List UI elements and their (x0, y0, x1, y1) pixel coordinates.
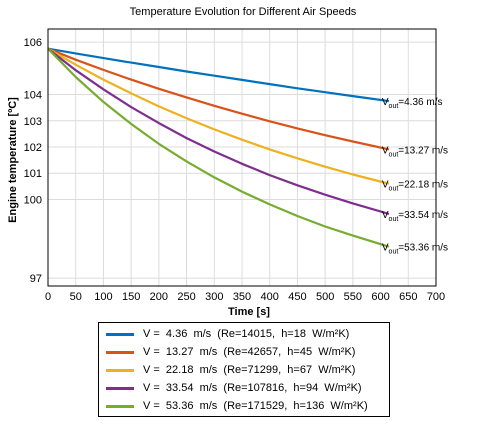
end-label-value: =4.36 m/s (398, 97, 442, 108)
x-axis-label: Time [s] (228, 306, 270, 318)
x-tick-label: 250 (177, 291, 195, 303)
legend-item: V = 53.36 m/s (Re=171529, h=136 W/m²K) (99, 397, 389, 415)
end-label-subscript: out (389, 249, 399, 256)
series-end-label: Vout=53.36 m/s (382, 243, 448, 256)
end-label-value: =53.36 m/s (398, 243, 448, 254)
y-tick-label: 103 (24, 116, 42, 128)
x-tick-label: 550 (344, 291, 362, 303)
y-tick-label: 104 (24, 90, 42, 102)
x-tick-label: 600 (371, 291, 389, 303)
x-tick-label: 100 (94, 291, 112, 303)
y-axis: 106 104 103 102 101 100 97 (24, 37, 42, 285)
plot-area (47, 28, 437, 287)
legend-item: V = 4.36 m/s (Re=14015, h=18 W/m²K) (99, 325, 389, 343)
end-label-subscript: out (389, 216, 399, 223)
x-tick-label: 350 (233, 291, 251, 303)
y-tick-label: 106 (24, 37, 42, 49)
legend-swatch (106, 368, 134, 372)
y-tick-label: 97 (30, 273, 42, 285)
end-label-prefix: V (382, 145, 389, 156)
end-label-value: =13.27 m/s (398, 145, 448, 156)
x-tick-label: 400 (261, 291, 279, 303)
line-chart: Temperature Evolution for Different Air … (7, 6, 448, 318)
series-end-label: Vout=13.27 m/s (382, 145, 448, 158)
series-line (47, 47, 390, 185)
end-label-subscript: out (389, 186, 399, 193)
x-tick-label: 0 (45, 291, 51, 303)
y-tick-label: 100 (24, 194, 42, 206)
series-end-label: Vout=4.36 m/s (382, 97, 443, 110)
legend-item: V = 33.54 m/s (Re=107816, h=94 W/m²K) (99, 379, 389, 397)
x-tick-label: 200 (150, 291, 168, 303)
series-line (47, 47, 390, 215)
series-line (47, 47, 390, 151)
legend-label: V = 53.36 m/s (Re=171529, h=136 W/m²K) (143, 400, 368, 412)
series-line (47, 47, 390, 103)
end-label-prefix: V (382, 97, 389, 108)
legend-swatch (106, 332, 134, 336)
legend-label: V = 22.18 m/s (Re=71299, h=67 W/m²K) (143, 364, 356, 376)
legend-label: V = 33.54 m/s (Re=107816, h=94 W/m²K) (143, 382, 362, 394)
series-group (47, 47, 390, 248)
x-tick-label: 500 (316, 291, 334, 303)
series-line (47, 47, 390, 248)
end-label-prefix: V (382, 180, 389, 191)
legend-item: V = 22.18 m/s (Re=71299, h=67 W/m²K) (99, 361, 389, 379)
x-tick-label: 150 (122, 291, 140, 303)
end-label-subscript: out (389, 103, 399, 110)
end-label-prefix: V (382, 243, 389, 254)
x-axis: 0 50 100 150 200 250 300 350 400 450 500 550 600 650 7… (45, 291, 445, 303)
grid (47, 29, 437, 286)
end-label-value: =33.54 m/s (398, 210, 448, 221)
y-tick-label: 101 (24, 168, 42, 180)
x-tick-label: 650 (399, 291, 417, 303)
series-end-label: Vout=22.18 m/s (382, 180, 448, 193)
legend-swatch (106, 404, 134, 408)
legend: V = 4.36 m/s (Re=14015, h=18 W/m²K) V = 1… (98, 322, 390, 417)
series-end-label: Vout=33.54 m/s (382, 210, 448, 223)
x-tick-label: 50 (70, 291, 82, 303)
end-label-prefix: V (382, 210, 389, 221)
y-axis-label: Engine temperature [ºC] (7, 97, 19, 223)
x-tick-label: 450 (288, 291, 306, 303)
end-label-subscript: out (389, 151, 399, 158)
legend-item: V = 13.27 m/s (Re=42657, h=45 W/m²K) (99, 343, 389, 361)
legend-label: V = 4.36 m/s (Re=14015, h=18 W/m²K) (143, 328, 350, 340)
legend-swatch (106, 386, 134, 390)
x-tick-label: 300 (205, 291, 223, 303)
legend-swatch (106, 350, 134, 354)
x-tick-label: 700 (427, 291, 445, 303)
chart-title: Temperature Evolution for Different Air … (130, 6, 357, 18)
legend-label: V = 13.27 m/s (Re=42657, h=45 W/m²K) (143, 346, 356, 358)
y-tick-label: 102 (24, 142, 42, 154)
end-label-value: =22.18 m/s (398, 180, 448, 191)
